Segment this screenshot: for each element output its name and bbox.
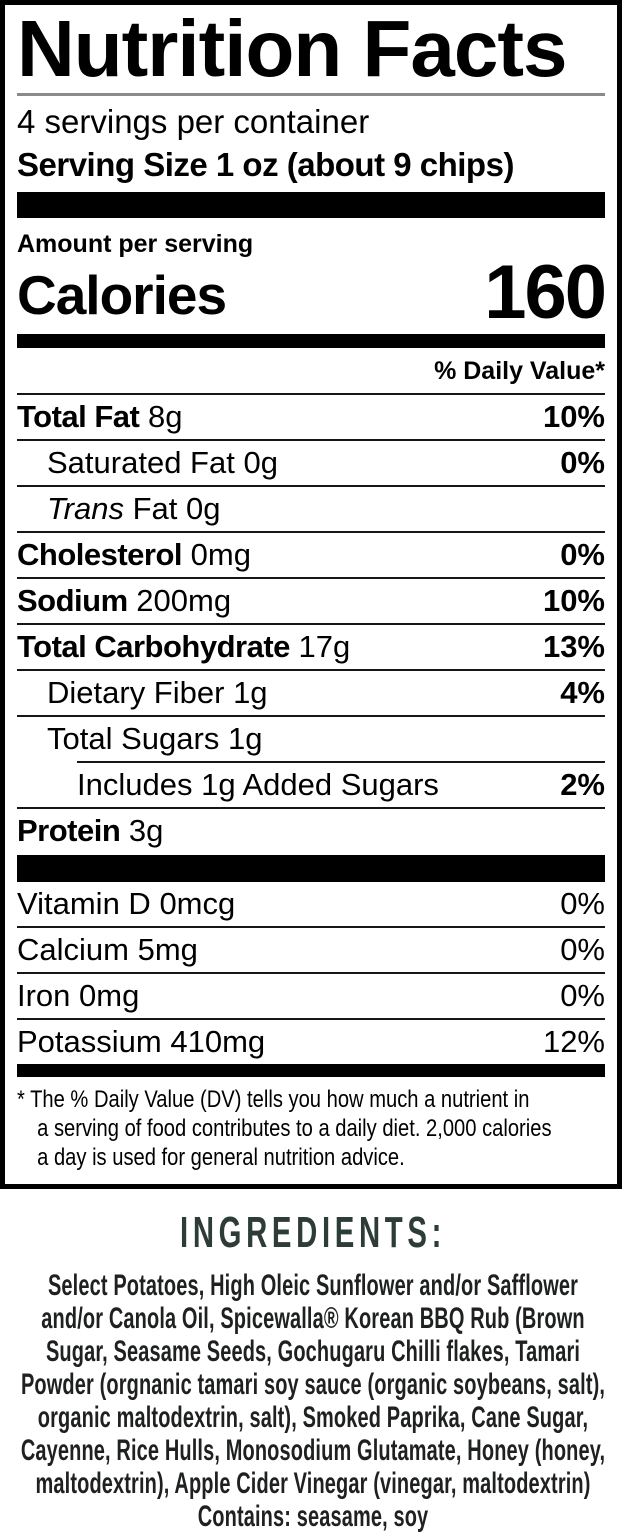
nutrient-name: Iron 0mg — [17, 978, 140, 1013]
nutrient-dv: 2% — [560, 767, 605, 802]
footnote-line: * The % Daily Value (DV) tells you how m… — [17, 1086, 530, 1113]
serving-size: Serving Size 1 oz (about 9 chips) — [17, 146, 514, 183]
ingredients-section: INGREDIENTS: Select Potatoes, High Oleic… — [0, 1209, 626, 1533]
nutrient-rows: Total Fat 8g 10% Saturated Fat 0g 0% Tra… — [17, 393, 605, 853]
nutrient-name: Dietary Fiber 1g — [47, 675, 268, 710]
vitamin-rows: Vitamin D 0mcg 0% Calcium 5mg 0% Iron 0m… — [17, 882, 605, 1064]
nutrient-dv: 10% — [542, 399, 605, 434]
nutrient-row-protein: Protein 3g — [17, 807, 605, 853]
servings-per-container: 4 servings per container — [17, 103, 370, 140]
vitamin-row-iron: Iron 0mg 0% — [17, 972, 605, 1018]
footnote-text: * The % Daily Value (DV) tells you how m… — [17, 1085, 609, 1172]
vitamin-row-calcium: Calcium 5mg 0% — [17, 926, 605, 972]
ingredients-line: Cayenne, Rice Hulls, Monosodium Glutamat… — [20, 1434, 606, 1467]
nutrient-row-total-carbohydrate: Total Carbohydrate 17g 13% — [17, 623, 605, 669]
daily-value-footnote: * The % Daily Value (DV) tells you how m… — [17, 1077, 605, 1176]
nutrient-dv: 13% — [542, 629, 605, 664]
nutrient-name: Potassium 410mg — [17, 1024, 266, 1059]
nutrient-row-added-sugars: Includes 1g Added Sugars 2% — [77, 761, 605, 807]
nutrient-dv: 0% — [560, 537, 605, 572]
nutrient-name: Total Sugars 1g — [47, 721, 263, 756]
nutrient-name: Cholesterol 0mg — [17, 537, 251, 572]
nutrient-row-total-fat: Total Fat 8g 10% — [17, 393, 605, 439]
nutrient-row-dietary-fiber: Dietary Fiber 1g 4% — [17, 669, 605, 715]
calories-label: Calories — [17, 264, 227, 326]
nutrient-name: Vitamin D 0mcg — [17, 886, 236, 921]
nutrient-dv: 0% — [560, 445, 605, 480]
ingredients-line: Select Potatoes, High Oleic Sunflower an… — [47, 1269, 579, 1302]
nutrient-name: Protein 3g — [17, 813, 164, 848]
nutrient-row-saturated-fat: Saturated Fat 0g 0% — [17, 439, 605, 485]
footnote-line: a day is used for general nutrition advi… — [37, 1144, 405, 1171]
separator-bar-thick — [17, 855, 605, 882]
amount-per-serving-label: Amount per serving — [17, 230, 254, 258]
nutrient-dv: 0% — [560, 932, 605, 967]
separator-bar-thick — [17, 192, 605, 218]
ingredients-heading: INGREDIENTS: — [180, 1208, 447, 1257]
footnote-line: a serving of food contributes to a daily… — [37, 1115, 552, 1142]
nutrient-row-trans-fat: Trans Fat 0g — [17, 485, 605, 531]
nutrient-dv: 10% — [542, 583, 605, 618]
nutrient-dv: 12% — [542, 1024, 605, 1059]
nutrient-row-total-sugars: Total Sugars 1g — [17, 715, 605, 761]
nutrient-name: Total Carbohydrate 17g — [17, 629, 351, 664]
separator-bar-medium — [17, 334, 605, 348]
nutrient-dv: 4% — [560, 675, 605, 710]
vitamin-row-potassium: Potassium 410mg 12% — [17, 1018, 605, 1064]
ingredients-line: and/or Canola Oil, Spicewalla® Korean BB… — [41, 1302, 585, 1335]
nutrient-row-cholesterol: Cholesterol 0mg 0% — [17, 531, 605, 577]
nutrient-name: Calcium 5mg — [17, 932, 198, 967]
calories-value: 160 — [484, 250, 607, 335]
calories-row: Calories 160 — [17, 250, 607, 335]
ingredients-line: organic maltodextrin, salt), Smoked Papr… — [37, 1401, 589, 1434]
nutrient-name: Includes 1g Added Sugars — [77, 767, 439, 802]
nutrient-name: Sodium 200mg — [17, 583, 232, 618]
ingredients-line: Sugar, Seasame Seeds, Gochugaru Chilli f… — [45, 1335, 581, 1368]
contains-statement: Contains: seasame, soy — [197, 1500, 429, 1533]
nutrient-name: Saturated Fat 0g — [47, 445, 278, 480]
ingredients-content: INGREDIENTS: Select Potatoes, High Oleic… — [0, 1209, 626, 1533]
nutrient-row-sodium: Sodium 200mg 10% — [17, 577, 605, 623]
nutrient-dv: 0% — [560, 886, 605, 921]
nutrient-dv: 0% — [560, 978, 605, 1013]
title-divider — [17, 93, 605, 96]
ingredients-line: maltodextrin), Apple Cider Vinegar (vine… — [35, 1467, 591, 1500]
nutrient-name: Trans Fat 0g — [47, 491, 221, 526]
label-title: Nutrition Facts — [17, 4, 567, 93]
daily-value-header: % Daily Value* — [434, 357, 605, 385]
separator-bar-medium — [17, 1064, 605, 1077]
nutrition-facts-label: Nutrition Facts 4 servings per container… — [0, 0, 622, 1189]
nutrient-name: Total Fat 8g — [17, 399, 183, 434]
vitamin-row-vitamin-d: Vitamin D 0mcg 0% — [17, 882, 605, 926]
ingredients-line: Powder (orgnanic tamari soy sauce (organ… — [20, 1368, 606, 1401]
